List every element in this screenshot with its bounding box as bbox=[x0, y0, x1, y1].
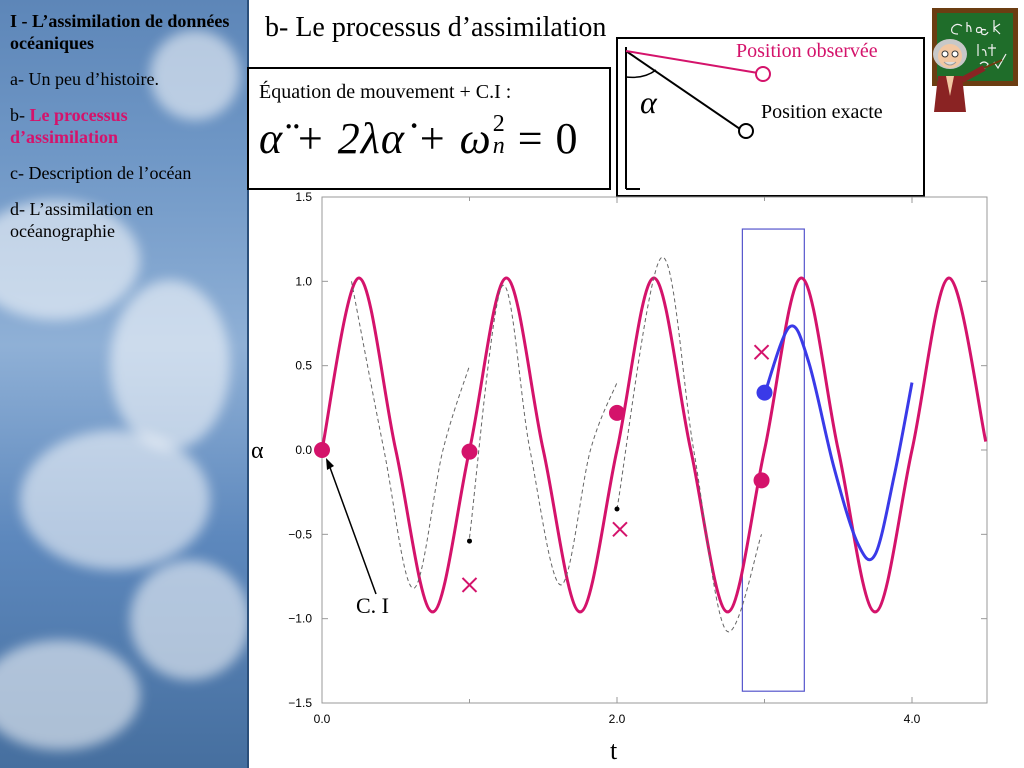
cross-stroke bbox=[612, 521, 628, 537]
y-tick-label: −0.5 bbox=[288, 527, 312, 541]
teacher-glasses-right bbox=[951, 50, 959, 58]
observed-position-circle bbox=[755, 66, 771, 82]
series-line-blue-solid bbox=[763, 324, 914, 562]
forecast-dot bbox=[467, 538, 472, 544]
x-tick-label: 0.0 bbox=[314, 712, 331, 726]
sidebar-outline: I - L’assimilation de données océaniques… bbox=[10, 10, 240, 256]
forecast-dot bbox=[614, 506, 620, 512]
analysis-marker bbox=[609, 404, 625, 421]
equation-superscript: 2 bbox=[492, 111, 506, 137]
teacher-illustration bbox=[932, 8, 1018, 112]
y-tick-label: −1.0 bbox=[288, 612, 312, 626]
sidebar-item-history[interactable]: a- Un peu d’histoire. bbox=[10, 68, 240, 90]
observation-cross bbox=[753, 344, 770, 360]
sidebar-item-label: Description de l’océan bbox=[28, 163, 192, 183]
pendulum-box: α bbox=[616, 37, 925, 197]
y-tick-label: 0.5 bbox=[295, 359, 312, 373]
y-tick-label: 1.5 bbox=[295, 190, 312, 204]
analysis-marker bbox=[314, 442, 330, 458]
pendulum-diagram: α bbox=[625, 47, 771, 190]
teacher-beard bbox=[943, 61, 957, 66]
equation-end: = 0 bbox=[505, 114, 579, 163]
teacher-shirt bbox=[946, 76, 954, 96]
sidebar-divider bbox=[247, 0, 249, 768]
y-tick-label: −1.5 bbox=[288, 696, 312, 710]
cross-stroke bbox=[753, 344, 770, 360]
annotation-arrow bbox=[327, 461, 377, 595]
y-tick-label: 1.0 bbox=[295, 274, 312, 288]
equation-main: α̈ + 2λα̇ + ω bbox=[259, 114, 492, 163]
slide-title: b- Le processus d’assimilation bbox=[265, 12, 607, 43]
teacher-chalkboard-clipart bbox=[922, 4, 1022, 116]
series-line-gray-dashed bbox=[469, 284, 618, 586]
angle-arc bbox=[625, 69, 657, 79]
sidebar-item-label-active: Le processus d’assimilation bbox=[10, 105, 128, 147]
sidebar-item-prefix: c- bbox=[10, 163, 29, 183]
y-tick-label: 0.0 bbox=[295, 443, 312, 457]
sidebar-item-label: L’assimilation en océanographie bbox=[10, 199, 154, 241]
analysis-window bbox=[741, 228, 805, 692]
sidebar-item-assimilation-process[interactable]: b- Le processus d’assimilation bbox=[10, 104, 240, 148]
analysis-marker bbox=[461, 443, 478, 460]
x-tick-label: 4.0 bbox=[904, 712, 921, 726]
analysis-marker bbox=[756, 384, 773, 401]
analysis-marker bbox=[753, 472, 770, 489]
sidebar-item-label: Un peu d’histoire. bbox=[28, 69, 159, 89]
teacher-arm bbox=[960, 65, 986, 83]
cross-stroke bbox=[461, 577, 478, 593]
series-line-magenta-solid bbox=[320, 276, 988, 614]
pendulum-rod-observed bbox=[625, 50, 759, 74]
pendulum-alpha-symbol: α bbox=[640, 84, 658, 120]
exact-position-circle bbox=[738, 123, 754, 139]
pendulum-rod-exact bbox=[625, 50, 741, 130]
initial-condition-annotation: C. I bbox=[356, 593, 389, 618]
sidebar-section-title: I - L’assimilation de données océaniques bbox=[10, 11, 230, 53]
annotation-arrowhead bbox=[326, 458, 334, 470]
sidebar: I - L’assimilation de données océaniques… bbox=[0, 0, 247, 768]
exact-position-label: Position exacte bbox=[761, 101, 883, 123]
equation-label: Équation de mouvement + C.I : bbox=[259, 81, 512, 103]
teacher-glasses-left bbox=[941, 50, 949, 58]
teacher-pointer bbox=[983, 59, 1003, 69]
chalk-writing bbox=[951, 20, 1007, 70]
sidebar-item-ocean-description[interactable]: c- Description de l’océan bbox=[10, 162, 240, 184]
y-axis-label: α bbox=[251, 438, 264, 464]
equation-box: Équation de mouvement + C.I : α̈ + 2λα̇ … bbox=[247, 67, 611, 190]
x-tick-label: 2.0 bbox=[609, 712, 626, 726]
x-axis-label: t bbox=[610, 736, 618, 765]
series-line-gray-dashed bbox=[616, 257, 763, 633]
plot-frame bbox=[321, 196, 988, 704]
series-line-gray-dashed bbox=[351, 281, 470, 589]
sidebar-item-oceanography[interactable]: d- L’assimilation en océanographie bbox=[10, 198, 240, 242]
observation-cross bbox=[461, 577, 478, 593]
sidebar-item-prefix: b- bbox=[10, 105, 30, 125]
equation-subscript: n bbox=[492, 133, 506, 159]
observed-position-label: Position observée bbox=[736, 40, 878, 62]
sidebar-item-prefix: a- bbox=[10, 69, 29, 89]
observation-cross bbox=[612, 521, 628, 537]
sidebar-item-prefix: d- bbox=[10, 199, 30, 219]
